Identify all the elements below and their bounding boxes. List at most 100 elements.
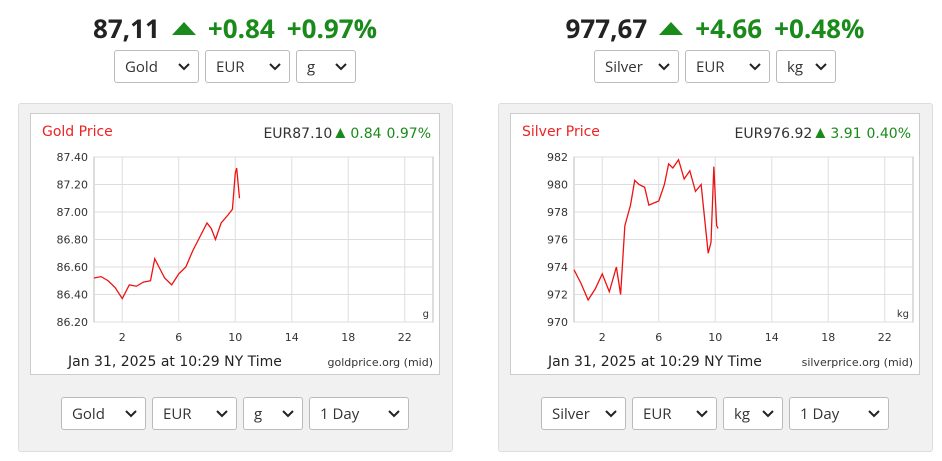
- price-line: [573, 158, 719, 302]
- chevron: [658, 63, 670, 71]
- chevron-shape: [658, 63, 670, 71]
- y-tick-label: 970: [547, 316, 568, 329]
- source: silverprice.org (mid): [802, 356, 913, 369]
- dropdown-value: EUR: [696, 56, 725, 77]
- chevron: [868, 410, 880, 418]
- quote-change-percent: 0.40%: [867, 126, 911, 142]
- dropdown-value: 1 Day: [320, 403, 360, 424]
- x-tick-label: 6: [175, 331, 182, 344]
- x-tick-label: 22: [878, 331, 892, 344]
- dropdown[interactable]: 1 Day: [309, 397, 409, 430]
- up-arrow: [171, 22, 196, 35]
- dropdown[interactable]: Gold: [61, 397, 146, 430]
- chevron-shape: [749, 63, 761, 71]
- up-arrow: [659, 22, 684, 35]
- y-tick-label: 86.60: [57, 261, 89, 274]
- y-tick-label: 980: [547, 179, 568, 192]
- x-tick-label: 10: [228, 331, 242, 344]
- chevron: [125, 410, 137, 418]
- chevron: [282, 410, 294, 418]
- dropdown[interactable]: Gold: [114, 50, 199, 83]
- y-tick-label: 982: [547, 151, 568, 164]
- price-header: 977,67 +4.66 +0.48%: [480, 10, 942, 46]
- dropdown-value: Gold: [72, 403, 105, 424]
- dropdown[interactable]: EUR: [152, 397, 237, 430]
- dropdown-value: EUR: [163, 403, 192, 424]
- x-tick-label: 22: [398, 331, 412, 344]
- chevron: [216, 410, 228, 418]
- chevron-shape: [388, 410, 400, 418]
- quote-change: 0.84: [350, 126, 381, 142]
- dropdown-value: Silver: [605, 56, 643, 77]
- chevron-shape: [216, 410, 228, 418]
- dropdown-value: EUR: [216, 56, 245, 77]
- chevron: [696, 410, 708, 418]
- quote-arrow: [335, 128, 346, 138]
- quote-change-percent: 0.97%: [387, 126, 431, 142]
- dropdown[interactable]: EUR: [685, 50, 770, 83]
- price-line: [93, 167, 241, 300]
- quote: EUR976.92 3.91 0.40%: [735, 126, 911, 142]
- chart-title: Gold Price: [42, 124, 113, 140]
- dropdown-value: g: [307, 56, 316, 77]
- y-tick-label: 86.20: [57, 316, 89, 329]
- chevron-shape: [605, 410, 617, 418]
- unit-label: kg: [897, 309, 909, 320]
- chevron: [749, 63, 761, 71]
- quote-change: 3.91: [830, 126, 861, 142]
- timestamp: Jan 31, 2025 at 10:29 NY Time: [67, 354, 282, 370]
- dropdown-value: kg: [734, 403, 751, 424]
- chevron: [178, 63, 190, 71]
- chart: 970 972 974 976 978 980 982 2 6 10 14 18 22 kg Silver …: [510, 113, 920, 375]
- chevron: [605, 410, 617, 418]
- dropdown-value: Silver: [552, 403, 590, 424]
- dropdown[interactable]: EUR: [205, 50, 290, 83]
- price: 977,67: [565, 10, 648, 46]
- change-percent: +0.97%: [286, 10, 378, 46]
- chevron-shape: [282, 410, 294, 418]
- chevron-shape: [815, 63, 827, 71]
- dropdown[interactable]: EUR: [632, 397, 717, 430]
- x-tick-label: 6: [655, 331, 662, 344]
- chevron-shape: [696, 410, 708, 418]
- dropdown[interactable]: kg: [723, 397, 783, 430]
- up-arrow-shape: [659, 22, 684, 35]
- up-arrow-shape: [171, 22, 196, 35]
- change: +0.84: [207, 10, 275, 46]
- dropdown-value: EUR: [643, 403, 672, 424]
- quote-price: EUR87.10: [263, 126, 332, 142]
- x-tick-label: 18: [341, 331, 355, 344]
- x-tick-label: 14: [765, 331, 779, 344]
- y-tick-label: 972: [547, 289, 568, 302]
- quote-price: EUR976.92: [735, 126, 813, 142]
- chevron: [269, 63, 281, 71]
- dropdown[interactable]: g: [296, 50, 356, 83]
- chevron: [335, 63, 347, 71]
- chevron-shape: [125, 410, 137, 418]
- chart-title: Silver Price: [522, 124, 600, 140]
- dropdown-value: Gold: [125, 56, 158, 77]
- x-tick-label: 2: [599, 331, 606, 344]
- quote: EUR87.10 0.84 0.97%: [263, 126, 431, 142]
- price-header: 87,11 +0.84 +0.97%: [0, 10, 470, 46]
- dropdown[interactable]: g: [243, 397, 303, 430]
- chevron-shape: [269, 63, 281, 71]
- chevron: [388, 410, 400, 418]
- dropdown[interactable]: Silver: [594, 50, 679, 83]
- dropdown-value: 1 Day: [800, 403, 840, 424]
- dropdown[interactable]: kg: [776, 50, 836, 83]
- x-tick-label: 10: [708, 331, 722, 344]
- price: 87,11: [92, 10, 160, 46]
- y-tick-label: 976: [547, 234, 568, 247]
- dropdown-value: kg: [787, 56, 804, 77]
- y-tick-label: 978: [547, 206, 568, 219]
- source: goldprice.org (mid): [328, 356, 434, 369]
- chevron-shape: [762, 410, 774, 418]
- change: +4.66: [695, 10, 763, 46]
- chevron: [762, 410, 774, 418]
- x-tick-label: 2: [119, 331, 126, 344]
- dropdown[interactable]: Silver: [541, 397, 626, 430]
- quote-arrow: [815, 128, 826, 138]
- dropdown[interactable]: 1 Day: [789, 397, 889, 430]
